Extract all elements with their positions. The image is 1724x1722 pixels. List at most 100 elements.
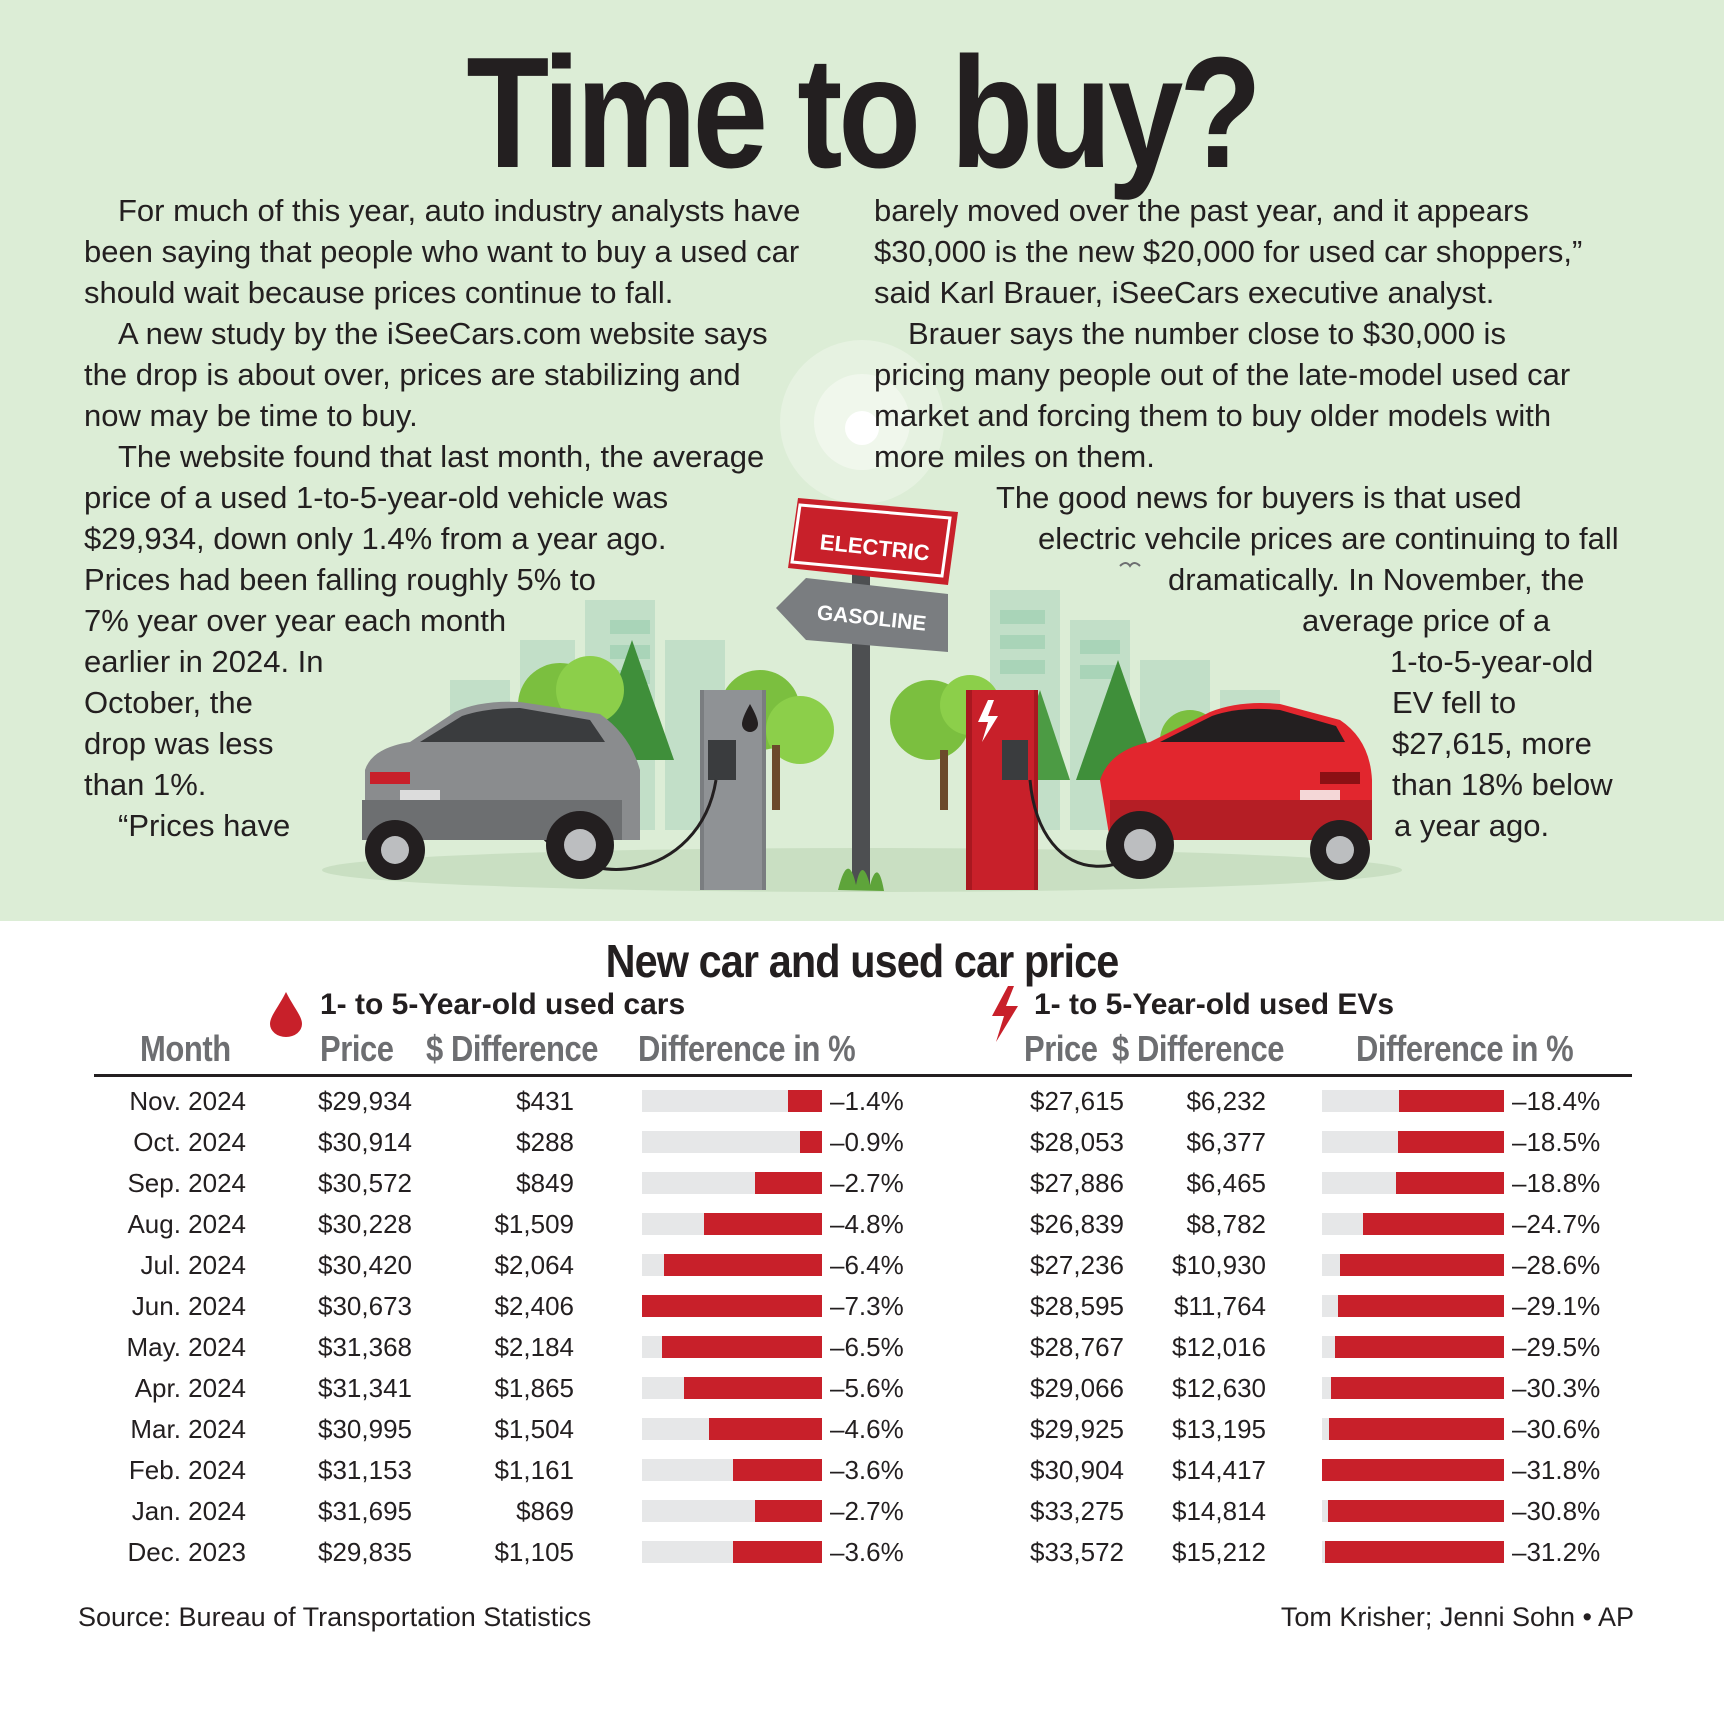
article-line: The website found that last month, the a… (118, 439, 765, 474)
ev-pct-label: –30.8% (1512, 1496, 1601, 1526)
header-month: Month (140, 1028, 231, 1069)
ev-pct-label: –28.6% (1512, 1250, 1601, 1280)
car-price-cell: $30,228 (318, 1209, 412, 1239)
car-pct-label: –6.5% (830, 1332, 904, 1362)
ev-pct-label: –18.4% (1512, 1086, 1601, 1116)
ev-diff-cell: $10,930 (1172, 1250, 1266, 1280)
ev-pct-bar-track (1322, 1459, 1504, 1481)
ev-pct-bar-track (1322, 1131, 1504, 1153)
car-pct-label: –2.7% (830, 1168, 904, 1198)
gas-pump-icon (700, 690, 766, 890)
car-diff-cell: $1,105 (494, 1537, 574, 1567)
ev-price-cell: $27,886 (1030, 1168, 1124, 1198)
month-cell: Feb. 2024 (128, 1455, 246, 1485)
month-cell: Nov. 2024 (129, 1086, 246, 1116)
car-pct-bar (733, 1541, 822, 1563)
article-line: should wait because prices continue to f… (84, 275, 674, 310)
car-diff-cell: $1,504 (494, 1414, 574, 1444)
article-line: drop was less (84, 726, 274, 761)
ev-pct-bar (1335, 1336, 1504, 1358)
ev-pct-bar (1340, 1254, 1504, 1276)
car-pct-bar-track (642, 1459, 822, 1481)
car-pct-bar (755, 1172, 822, 1194)
car-pct-bar (683, 1377, 822, 1399)
article-line: For much of this year, auto industry ana… (118, 193, 801, 228)
article-line: electric vehcile prices are continuing t… (1038, 521, 1619, 556)
car-pct-bar-track (642, 1213, 822, 1235)
car-price-cell: $31,695 (318, 1496, 412, 1526)
ev-pct-bar (1398, 1131, 1504, 1153)
ev-price-cell: $27,236 (1030, 1250, 1124, 1280)
month-cell: Aug. 2024 (127, 1209, 246, 1239)
ev-pct-bar (1325, 1541, 1504, 1563)
car-diff-cell: $1,865 (494, 1373, 574, 1403)
bird-icon (1119, 562, 1141, 568)
ev-diff-cell: $11,764 (1173, 1291, 1266, 1321)
ev-pct-bar-track (1322, 1295, 1504, 1317)
red-car-icon (1100, 703, 1372, 880)
ev-price-cell: $28,053 (1030, 1127, 1124, 1157)
car-diff-cell: $431 (516, 1086, 574, 1116)
ev-price-cell: $33,275 (1030, 1496, 1124, 1526)
ev-diff-cell: $12,016 (1172, 1332, 1266, 1362)
header-rule (94, 1074, 1632, 1077)
month-cell: May. 2024 (126, 1332, 246, 1362)
car-pct-bar (787, 1090, 822, 1112)
car-pct-label: –4.8% (830, 1209, 904, 1239)
car-pct-bar-track (642, 1418, 822, 1440)
article-line: $27,615, more (1392, 726, 1592, 761)
ev-pct-label: –31.8% (1512, 1455, 1601, 1485)
car-diff-cell: $2,184 (494, 1332, 574, 1362)
article-line: $30,000 is the new $20,000 for used car … (874, 234, 1583, 269)
article-line: more miles on them. (874, 439, 1155, 474)
car-price-cell: $30,673 (318, 1291, 412, 1321)
ev-pct-bar (1398, 1090, 1504, 1112)
article-line: pricing many people out of the late-mode… (874, 357, 1571, 392)
sign-post: ELECTRIC GASOLINE (776, 498, 958, 891)
ev-pct-bar-track (1322, 1172, 1504, 1194)
ev-price-cell: $30,904 (1030, 1455, 1124, 1485)
article-line: a year ago. (1394, 808, 1550, 843)
ev-pct-bar (1327, 1500, 1504, 1522)
article-line: earlier in 2024. In (84, 644, 324, 679)
ev-price-cell: $26,839 (1030, 1209, 1124, 1239)
ev-pct-bar-track (1322, 1377, 1504, 1399)
car-pct-label: –0.9% (830, 1127, 904, 1157)
car-pct-bar-track (642, 1090, 822, 1112)
article-line: average price of a (1302, 603, 1551, 638)
article-line: price of a used 1-to-5-year-old vehicle … (84, 480, 669, 515)
month-cell: Jul. 2024 (140, 1250, 246, 1280)
car-pct-bar-track (642, 1336, 822, 1358)
ev-pct-bar-track (1322, 1090, 1504, 1112)
car-pct-bar-track (642, 1172, 822, 1194)
article-line: now may be time to buy. (84, 398, 418, 433)
article-line: market and forcing them to buy older mod… (874, 398, 1552, 433)
ev-pct-label: –31.2% (1512, 1537, 1601, 1567)
header-car-price: Price (320, 1028, 394, 1069)
car-pct-label: –4.6% (830, 1414, 904, 1444)
car-pct-label: –1.4% (830, 1086, 904, 1116)
ev-pct-label: –30.6% (1512, 1414, 1601, 1444)
article-line: the drop is about over, prices are stabi… (84, 357, 741, 392)
header-car-pct: Difference in % (638, 1028, 856, 1069)
article-line: The good news for buyers is that used (996, 480, 1522, 515)
drop-icon (270, 992, 302, 1037)
ev-price-cell: $27,615 (1030, 1086, 1124, 1116)
ev-pct-label: –18.8% (1512, 1168, 1601, 1198)
car-pct-bar-track (642, 1131, 822, 1153)
car-pct-bar (733, 1459, 822, 1481)
ev-charger-icon (966, 690, 1038, 890)
ev-pct-label: –29.5% (1512, 1332, 1601, 1362)
ev-price-cell: $29,925 (1030, 1414, 1124, 1444)
ev-diff-cell: $6,377 (1186, 1127, 1266, 1157)
car-pct-label: –5.6% (830, 1373, 904, 1403)
ev-diff-cell: $12,630 (1172, 1373, 1266, 1403)
car-price-cell: $29,934 (318, 1086, 412, 1116)
car-pct-bar (799, 1131, 822, 1153)
month-cell: Mar. 2024 (130, 1414, 246, 1444)
ev-pct-bar-track (1322, 1418, 1504, 1440)
ev-pct-label: –29.1% (1512, 1291, 1601, 1321)
car-pct-label: –6.4% (830, 1250, 904, 1280)
header-ev-pct: Difference in % (1356, 1028, 1574, 1069)
header-car-diff: $ Difference (426, 1028, 599, 1069)
